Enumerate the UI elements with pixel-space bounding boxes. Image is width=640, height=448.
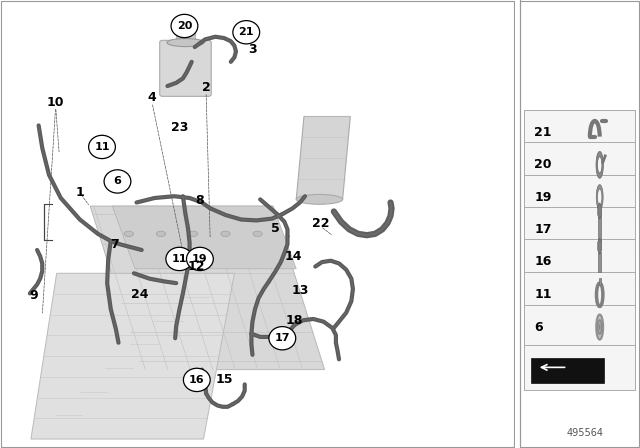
- Circle shape: [166, 247, 193, 271]
- FancyBboxPatch shape: [598, 216, 601, 242]
- Circle shape: [598, 320, 602, 334]
- FancyBboxPatch shape: [525, 345, 635, 390]
- Ellipse shape: [156, 231, 166, 237]
- Text: 1: 1: [76, 186, 84, 199]
- Text: 7: 7: [110, 237, 119, 251]
- Text: 18: 18: [286, 314, 303, 327]
- Text: 5: 5: [271, 222, 280, 235]
- Text: 20: 20: [534, 158, 552, 172]
- Text: 4: 4: [148, 91, 156, 104]
- Text: 24: 24: [131, 288, 149, 302]
- Text: 11: 11: [94, 142, 109, 152]
- Text: 20: 20: [177, 21, 192, 31]
- Text: 11: 11: [172, 254, 187, 264]
- Polygon shape: [112, 206, 296, 269]
- FancyBboxPatch shape: [525, 272, 635, 317]
- Text: 11: 11: [534, 288, 552, 302]
- Ellipse shape: [221, 231, 230, 237]
- Circle shape: [184, 368, 210, 392]
- FancyBboxPatch shape: [525, 175, 635, 220]
- Text: 19: 19: [192, 254, 208, 264]
- FancyBboxPatch shape: [525, 239, 635, 284]
- FancyBboxPatch shape: [525, 142, 635, 187]
- FancyBboxPatch shape: [598, 251, 601, 271]
- Ellipse shape: [253, 231, 262, 237]
- Text: 12: 12: [188, 260, 205, 273]
- Text: 2: 2: [202, 81, 211, 94]
- Text: 13: 13: [291, 284, 308, 297]
- FancyBboxPatch shape: [525, 110, 635, 155]
- Text: 9: 9: [29, 289, 38, 302]
- Text: 6: 6: [113, 177, 122, 186]
- Circle shape: [186, 247, 213, 271]
- Text: 21: 21: [239, 27, 254, 37]
- Polygon shape: [90, 206, 324, 370]
- Circle shape: [171, 14, 198, 38]
- Text: 10: 10: [47, 95, 65, 109]
- Polygon shape: [31, 273, 234, 439]
- FancyBboxPatch shape: [160, 40, 211, 96]
- Circle shape: [596, 314, 603, 340]
- Text: 14: 14: [285, 250, 303, 263]
- FancyBboxPatch shape: [176, 31, 195, 43]
- Ellipse shape: [167, 39, 204, 47]
- Text: 16: 16: [189, 375, 205, 385]
- Ellipse shape: [296, 194, 342, 204]
- FancyBboxPatch shape: [525, 305, 635, 349]
- Text: 495564: 495564: [566, 428, 604, 438]
- Text: 15: 15: [216, 373, 233, 387]
- Circle shape: [269, 327, 296, 350]
- Text: 21: 21: [534, 125, 552, 139]
- Text: 17: 17: [275, 333, 290, 343]
- Circle shape: [233, 21, 260, 44]
- Text: 16: 16: [534, 255, 552, 268]
- Text: 19: 19: [534, 190, 552, 204]
- Polygon shape: [531, 358, 604, 383]
- Text: 3: 3: [248, 43, 257, 56]
- Text: 23: 23: [171, 121, 188, 134]
- Circle shape: [104, 170, 131, 193]
- Text: 8: 8: [196, 194, 204, 207]
- Circle shape: [599, 324, 600, 330]
- Circle shape: [88, 135, 115, 159]
- Text: 22: 22: [312, 216, 329, 230]
- Polygon shape: [296, 116, 350, 199]
- Ellipse shape: [189, 231, 198, 237]
- Text: 6: 6: [534, 320, 543, 334]
- Text: 17: 17: [534, 223, 552, 236]
- FancyBboxPatch shape: [525, 207, 635, 252]
- Ellipse shape: [124, 231, 133, 237]
- FancyBboxPatch shape: [598, 278, 601, 285]
